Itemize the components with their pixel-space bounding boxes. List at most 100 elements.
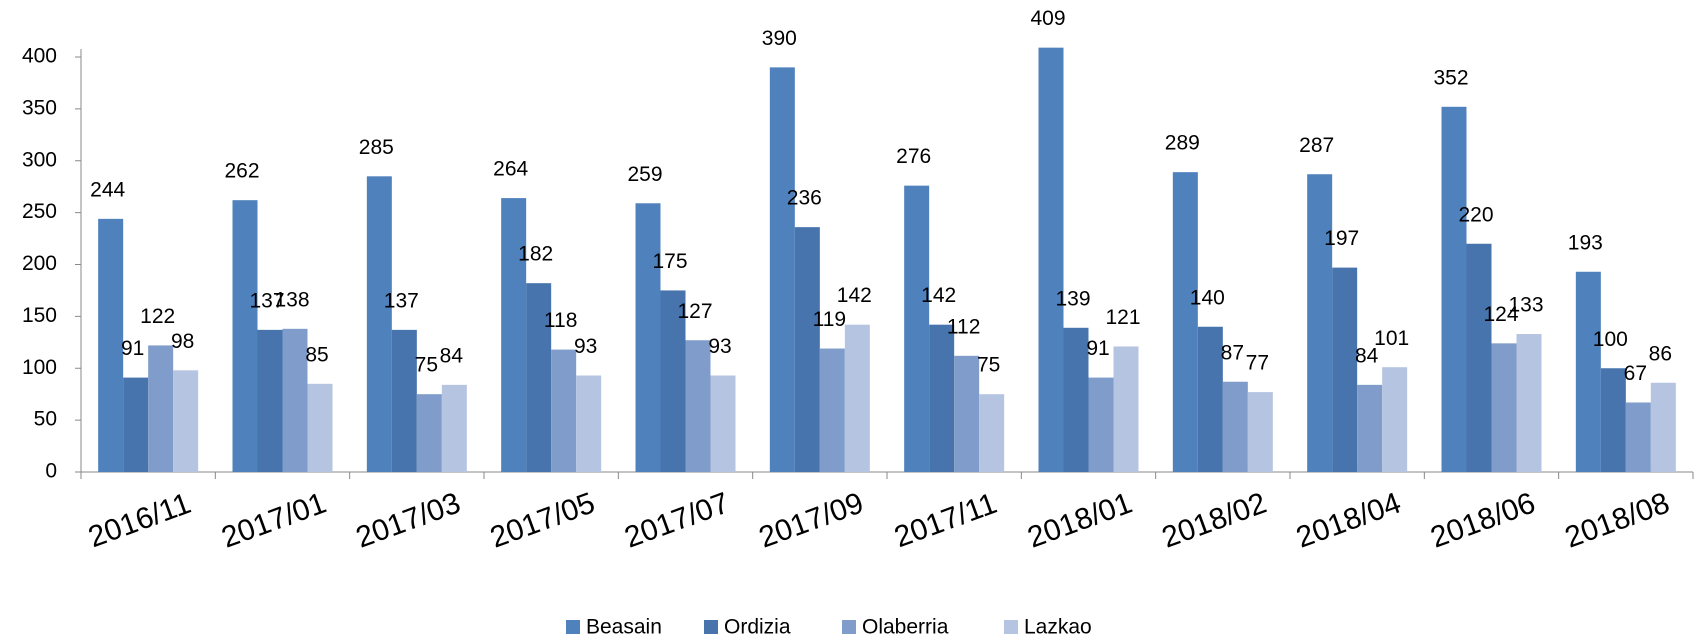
data-label: 140 <box>1190 286 1225 309</box>
bar <box>257 329 283 472</box>
data-label: 138 <box>274 288 309 311</box>
y-tick-label: 400 <box>22 45 57 68</box>
bar <box>1357 384 1383 472</box>
data-label: 244 <box>90 178 125 201</box>
bar <box>551 349 577 472</box>
data-label: 85 <box>305 343 328 366</box>
data-label: 409 <box>1030 7 1065 30</box>
y-tick-label: 150 <box>22 304 57 327</box>
data-label: 139 <box>1055 287 1090 310</box>
data-label: 220 <box>1458 203 1493 226</box>
data-label: 175 <box>652 250 687 273</box>
bar <box>416 394 442 472</box>
bar <box>576 375 602 472</box>
data-label: 236 <box>787 187 822 210</box>
bar <box>391 329 417 472</box>
bar <box>282 328 308 472</box>
bar <box>844 324 870 472</box>
bar <box>685 340 711 472</box>
bar <box>1063 327 1089 472</box>
bar <box>1382 367 1408 472</box>
y-tick-label: 0 <box>45 460 57 483</box>
data-label: 259 <box>627 163 662 186</box>
bar <box>501 198 527 472</box>
legend-label: Ordizia <box>724 616 791 639</box>
data-label: 67 <box>1624 362 1647 385</box>
bar <box>979 394 1005 472</box>
bar <box>123 377 149 472</box>
bar <box>1600 368 1626 472</box>
bar <box>1466 243 1492 472</box>
bar <box>1247 392 1273 472</box>
bar <box>1441 106 1467 473</box>
bar <box>929 324 955 472</box>
bar <box>635 203 661 472</box>
data-label: 264 <box>493 158 528 181</box>
legend-swatch <box>704 620 718 634</box>
data-label: 193 <box>1568 231 1603 254</box>
data-label: 98 <box>171 330 194 353</box>
data-label: 91 <box>121 337 144 360</box>
bar <box>1625 402 1651 472</box>
bar <box>819 348 845 472</box>
data-label: 93 <box>708 335 731 358</box>
data-label: 352 <box>1433 66 1468 89</box>
bar <box>307 383 333 472</box>
legend-label: Lazkao <box>1024 616 1092 639</box>
data-label: 133 <box>1508 294 1543 317</box>
bar <box>954 355 980 472</box>
bar <box>1516 334 1542 472</box>
data-label: 197 <box>1324 227 1359 250</box>
data-label: 142 <box>921 284 956 307</box>
bar <box>769 67 795 472</box>
data-label: 91 <box>1086 337 1109 360</box>
bar <box>526 283 552 472</box>
data-label: 285 <box>359 136 394 159</box>
bar <box>98 218 124 472</box>
legend-swatch <box>842 620 856 634</box>
data-label: 87 <box>1221 341 1244 364</box>
bar <box>660 290 686 472</box>
y-tick-label: 350 <box>22 96 57 119</box>
data-label: 122 <box>140 305 175 328</box>
data-label: 77 <box>1246 352 1269 375</box>
data-label: 137 <box>249 289 284 312</box>
y-tick-label: 100 <box>22 356 57 379</box>
bar <box>1088 377 1114 472</box>
data-label: 84 <box>440 344 464 367</box>
bar <box>441 384 467 472</box>
data-label: 84 <box>1355 344 1379 367</box>
x-tick-label: 2018/08 <box>1561 486 1674 554</box>
x-tick-label: 2017/01 <box>217 486 330 554</box>
legend-label: Olaberria <box>862 616 949 639</box>
bar <box>1332 267 1358 472</box>
data-label: 121 <box>1105 306 1140 329</box>
data-label: 124 <box>1483 303 1518 326</box>
x-tick-label: 2017/07 <box>620 486 733 554</box>
data-label: 119 <box>813 308 846 331</box>
x-tick-label: 2018/06 <box>1426 486 1539 554</box>
x-tick-label: 2017/05 <box>486 486 599 554</box>
bar <box>232 200 258 473</box>
y-tick-label: 300 <box>22 148 57 171</box>
x-tick-label: 2016/11 <box>84 487 195 554</box>
data-label: 182 <box>518 243 553 266</box>
data-label: 276 <box>896 145 931 168</box>
data-label: 75 <box>415 354 438 377</box>
bar <box>1113 346 1139 472</box>
bar <box>1038 47 1064 472</box>
bar <box>710 375 736 472</box>
x-tick-label: 2017/03 <box>352 486 465 554</box>
y-tick-label: 250 <box>22 200 57 223</box>
bar <box>1575 271 1601 472</box>
data-label: 101 <box>1374 327 1409 350</box>
data-label: 118 <box>544 309 577 332</box>
bar <box>1307 174 1333 473</box>
data-label: 262 <box>224 160 259 183</box>
bar <box>1172 172 1198 472</box>
data-label: 75 <box>977 354 1000 377</box>
y-tick-label: 200 <box>22 252 57 275</box>
data-label: 127 <box>677 300 712 323</box>
bar <box>173 370 199 472</box>
